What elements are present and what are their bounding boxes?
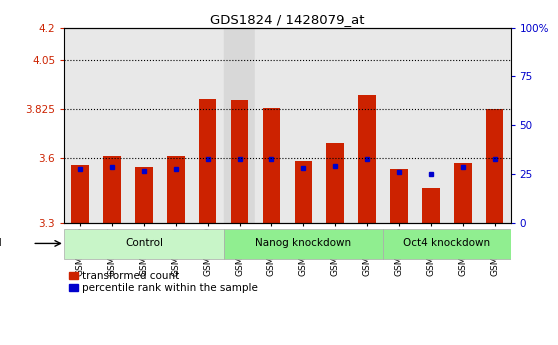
Bar [64,28,96,223]
Bar [128,28,160,223]
Text: Oct4 knockdown: Oct4 knockdown [403,238,490,248]
Bar [135,167,153,223]
Bar [167,157,185,223]
Bar [422,188,440,223]
Bar [479,28,511,223]
Bar [224,28,256,223]
Bar [358,95,376,223]
Bar [326,144,344,223]
Text: Control: Control [125,238,163,248]
Bar [192,28,224,223]
FancyBboxPatch shape [64,229,224,259]
Text: protocol: protocol [0,238,2,248]
Title: GDS1824 / 1428079_at: GDS1824 / 1428079_at [210,13,364,27]
Bar [454,163,472,223]
Bar [415,28,447,223]
Bar [263,108,280,223]
Legend: transformed count, percentile rank within the sample: transformed count, percentile rank withi… [69,271,258,294]
Bar [199,99,217,223]
Bar [103,157,121,223]
Bar [447,28,479,223]
Bar [160,28,192,223]
Bar [486,109,503,223]
Bar [383,28,415,223]
Bar [231,100,248,223]
FancyBboxPatch shape [383,229,511,259]
Bar [96,28,128,223]
FancyBboxPatch shape [224,229,383,259]
Bar [287,28,319,223]
Bar [256,28,287,223]
Bar [295,161,312,223]
Bar [319,28,351,223]
Text: Nanog knockdown: Nanog knockdown [255,238,352,248]
Bar [390,169,408,223]
Bar [71,165,89,223]
Bar [351,28,383,223]
